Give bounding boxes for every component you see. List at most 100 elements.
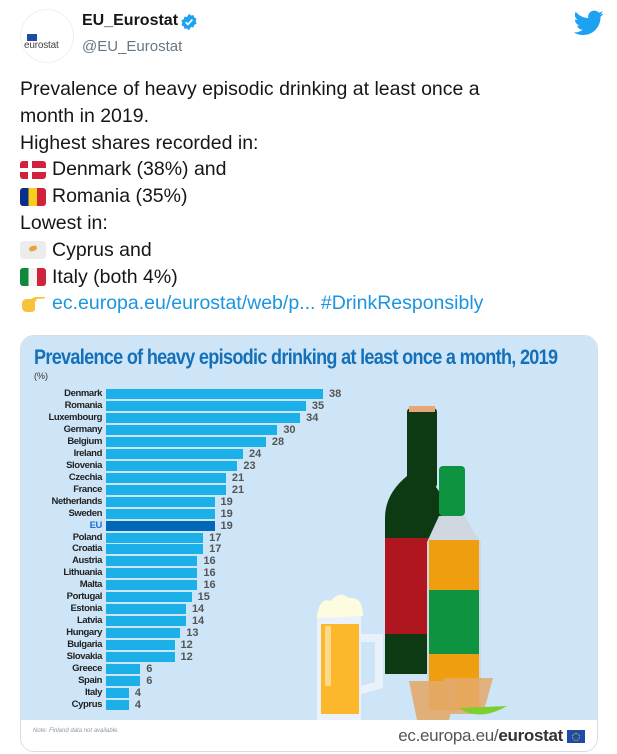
infographic-footer: Note: Finland data not available. ec.eur… [21,720,597,751]
tweet-link-line: ec.europa.eu/eurostat/web/p... #DrinkRes… [20,290,600,317]
footer-url-prefix: ec.europa.eu/ [398,726,499,745]
bar [106,699,129,710]
tweet-line: Italy (both 4%) [20,264,600,291]
category-label: Cyprus [71,698,103,710]
value-label: 38 [329,388,342,400]
value-label: 14 [191,615,205,628]
bar [106,640,175,651]
bar [106,532,204,543]
bar [106,484,226,495]
bar [106,652,175,663]
category-label: Poland [72,531,103,543]
display-name[interactable]: EU_Eurostat [82,12,179,29]
tweet-line-text: Lowest in: [20,211,108,234]
bar [106,628,181,639]
bar [106,496,215,507]
drinks-illustration [317,406,507,720]
value-label: 14 [191,603,205,616]
tweet-line-text: Romania (35%) [52,185,188,208]
category-label: Malta [79,579,103,591]
bar [106,448,244,459]
value-label: 19 [220,495,233,508]
lime-slice-icon [459,706,507,715]
value-label: 17 [209,531,222,544]
italy-flag-icon [20,267,46,286]
value-label: 21 [231,471,245,484]
value-label: 17 [209,543,222,556]
value-label: 16 [203,579,216,592]
tweet-link[interactable]: ec.europa.eu/eurostat/web/p... [52,292,316,315]
tweet-line: Cyprus and [20,237,600,264]
footer-url-brand: eurostat [498,726,563,745]
bar [106,616,186,627]
value-label: 4 [134,698,141,711]
bar [106,389,323,399]
category-label: Belgium [67,435,102,447]
chart-unit: (%) [34,371,48,381]
bar [106,436,266,447]
value-label: 6 [146,663,153,676]
category-label: Netherlands [51,495,102,507]
bar [106,580,198,591]
chart-title: Prevalence of heavy episodic drinking at… [34,346,558,369]
tweet-line-text: Highest shares recorded in: [20,131,259,154]
category-label: Denmark [64,388,102,399]
bar [106,520,215,531]
handle[interactable]: @EU_Eurostat [82,38,183,55]
value-label: 16 [203,567,216,580]
avatar-logo-text: eurostat [24,40,59,51]
eu-flag-icon [27,34,37,41]
category-label: Spain [78,675,102,687]
value-label: 12 [180,651,193,664]
tweet-line-text: month in 2019. [20,104,150,127]
category-label: Germany [63,423,103,435]
denmark-flag-icon [20,160,46,179]
eu-flag-icon [567,730,585,743]
tweet-line: Highest shares recorded in: [20,130,600,157]
value-label: 4 [134,687,141,699]
bar [106,400,306,411]
tweet-line: Romania (35%) [20,183,600,210]
cyprus-flag-icon [20,241,46,260]
bar [106,424,278,435]
media-card[interactable]: Prevalence of heavy episodic drinking at… [20,335,598,752]
bar [106,472,226,483]
category-label: Bulgaria [67,639,102,651]
value-label: 15 [197,591,210,604]
category-label: Austria [72,555,102,567]
beer-mug-icon [317,594,383,720]
category-label: Hungary [66,627,102,639]
value-label: 28 [271,435,285,448]
bar [106,604,186,615]
infographic: Prevalence of heavy episodic drinking at… [21,336,597,720]
category-label: Estonia [70,603,102,615]
category-label: Lithuania [63,567,102,579]
tweet-line-text: Cyprus and [52,238,152,261]
whiskey-bottle-icon [427,466,481,712]
tweet-line-text: Denmark (38%) and [52,158,227,181]
footer-url: ec.europa.eu/eurostat [398,726,563,746]
category-label: Czechia [68,471,103,483]
tweet-line: Denmark (38%) and [20,156,600,183]
value-label: 23 [243,459,256,472]
tweet-text: Prevalence of heavy episodic drinking at… [20,76,600,317]
category-label: Sweden [68,507,103,519]
tweet-line: month in 2019. [20,103,600,130]
footer-note: Note: Finland data not available. [33,728,120,734]
value-label: 21 [231,483,245,496]
tweet-line-text: Italy (both 4%) [52,265,178,288]
shot-glasses-icon [409,678,493,720]
value-label: 6 [146,675,153,688]
hashtag-link[interactable]: #DrinkResponsibly [320,292,484,315]
value-label: 24 [249,447,262,460]
tweet-line: Prevalence of heavy episodic drinking at… [20,76,600,103]
category-label: Greece [72,663,102,675]
bar [106,508,215,519]
value-label: 34 [306,411,319,424]
avatar[interactable]: eurostat [20,9,74,63]
category-label: Slovenia [66,459,102,471]
tweet-line: Lowest in: [20,210,600,237]
twitter-logo-icon[interactable] [574,10,604,36]
bar [106,592,192,603]
bar [106,412,301,423]
